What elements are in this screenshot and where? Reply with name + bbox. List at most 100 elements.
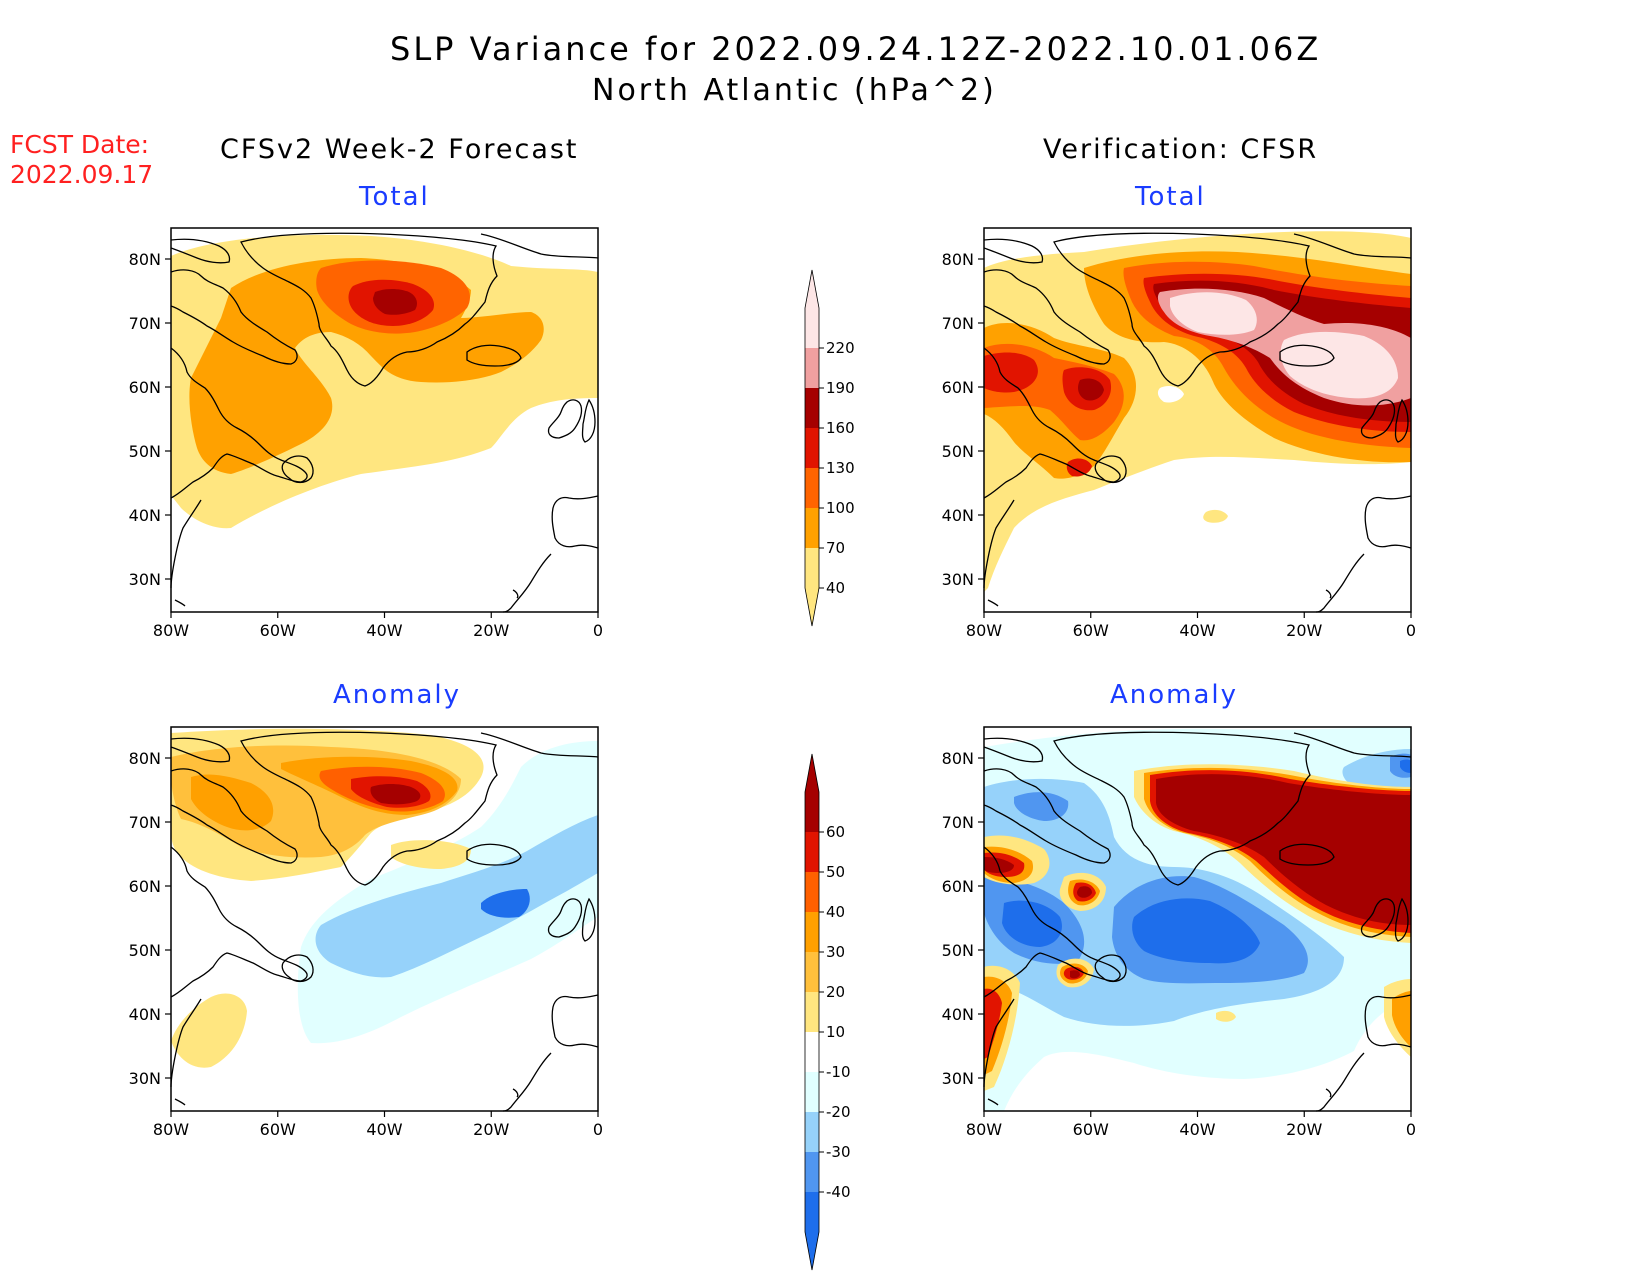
panel-title-forecast-anomaly: Anomaly	[333, 680, 462, 710]
colorbar-tick-label: -40	[826, 1183, 851, 1201]
lat-tick-label: 40N	[942, 1005, 974, 1024]
colorbar-swatch	[805, 952, 819, 992]
lat-tick-label: 50N	[129, 442, 161, 461]
lat-tick-label: 60N	[942, 877, 974, 896]
panel-title-verification-anomaly: Anomaly	[1110, 680, 1239, 710]
colorbar-lower-triangle	[805, 1232, 819, 1270]
lon-tick-label: 40W	[366, 621, 402, 640]
lon-tick-label: 80W	[153, 621, 189, 640]
colorbar-tick-label: -10	[826, 1063, 851, 1081]
lon-tick-label: 20W	[473, 1120, 509, 1139]
colorbar-swatch	[805, 308, 819, 348]
colorbar-tick-label: 190	[826, 379, 855, 397]
colorbar-upper-triangle	[805, 270, 819, 308]
fcst-date-label: FCST Date:	[10, 130, 150, 159]
lon-tick-label: 20W	[1286, 621, 1322, 640]
lon-tick-label: 40W	[1179, 621, 1215, 640]
fcst-date-value: 2022.09.17	[10, 160, 154, 189]
map-axes: 80N 70N 60N 50N 40N 30N 80W 60W 40W 20W 0 80N 70N 60N…	[129, 250, 1416, 1139]
colorbar-tick-label: 130	[826, 459, 855, 477]
colorbar-swatch	[805, 912, 819, 952]
verification-total-shade-220	[1170, 292, 1398, 399]
verification-total-notch-2	[1157, 386, 1184, 403]
colorbar-swatch	[805, 388, 819, 428]
lat-tick-label: 80N	[129, 250, 161, 269]
lon-tick-label: 20W	[473, 621, 509, 640]
colorbar-tick-label: -30	[826, 1143, 851, 1161]
lon-tick-label: 60W	[1073, 621, 1109, 640]
colorbar-tick-label: 10	[826, 1023, 845, 1041]
lat-tick-label: 30N	[942, 570, 974, 589]
lat-tick-label: 50N	[942, 442, 974, 461]
colorbar-swatch	[805, 792, 819, 832]
verification-anomaly-shade-60	[984, 774, 1411, 979]
lat-tick-label: 60N	[129, 378, 161, 397]
forecast-column-heading: CFSv2 Week-2 Forecast	[220, 134, 579, 165]
colorbar-swatch	[805, 428, 819, 468]
colorbar-outline	[804, 269, 820, 627]
panel-title-forecast-total: Total	[359, 182, 430, 212]
colorbar-swatch	[805, 1072, 819, 1112]
verification-total-blob-south	[1203, 509, 1228, 523]
colorbar-swatch	[805, 1112, 819, 1152]
lon-tick-label: 0	[593, 621, 603, 640]
map-verification-anomaly	[983, 726, 1412, 1112]
colorbar-tick-label: 100	[826, 499, 855, 517]
colorbar-anomaly: -40 -30 -20 -10 10 20 30 40 50 60	[804, 753, 851, 1271]
colorbar-outline	[804, 753, 820, 1271]
colorbar-swatch	[805, 872, 819, 912]
lat-tick-label: 80N	[942, 749, 974, 768]
figure-title: SLP Variance for 2022.09.24.12Z-2022.10.…	[390, 30, 1322, 68]
colorbar-tick-label: 40	[826, 579, 845, 597]
map-forecast-anomaly	[170, 726, 599, 1112]
lon-tick-label: 0	[1406, 621, 1416, 640]
forecast-date: FCST Date: 2022.09.17	[10, 130, 153, 190]
colorbar-swatch	[805, 508, 819, 548]
lat-tick-label: 30N	[129, 1069, 161, 1088]
forecast-anomaly-shade-neg20	[315, 815, 598, 978]
colorbar-tick-label: 40	[826, 903, 845, 921]
colorbar-tick-label: 30	[826, 943, 845, 961]
lat-tick-label: 80N	[129, 749, 161, 768]
colorbar-swatch	[805, 1152, 819, 1192]
colorbar-tick-label: 220	[826, 339, 855, 357]
lat-tick-label: 30N	[942, 1069, 974, 1088]
lon-tick-label: 40W	[1179, 1120, 1215, 1139]
colorbar-tick-label: -20	[826, 1103, 851, 1121]
lon-tick-label: 80W	[153, 1120, 189, 1139]
map-verification-total	[983, 227, 1412, 613]
colorbar-swatch	[805, 348, 819, 388]
lat-tick-label: 50N	[942, 941, 974, 960]
colorbar-lower-triangle	[805, 588, 819, 626]
lon-tick-label: 40W	[366, 1120, 402, 1139]
lat-tick-label: 60N	[129, 877, 161, 896]
lat-tick-label: 70N	[129, 813, 161, 832]
lon-tick-label: 80W	[966, 621, 1002, 640]
colorbar-tick-label: 50	[826, 863, 845, 881]
colorbar-swatch	[805, 832, 819, 872]
lon-tick-label: 0	[593, 1120, 603, 1139]
colorbar-tick-label: 20	[826, 983, 845, 1001]
figure-subtitle: North Atlantic (hPa^2)	[592, 73, 997, 108]
lat-tick-label: 70N	[129, 314, 161, 333]
verification-column-heading: Verification: CFSR	[1043, 134, 1319, 165]
colorbar-swatch	[805, 468, 819, 508]
lon-tick-label: 60W	[260, 1120, 296, 1139]
lat-tick-label: 60N	[942, 378, 974, 397]
forecast-total-shade-160	[373, 289, 417, 315]
lat-tick-label: 30N	[129, 570, 161, 589]
colorbar-upper-triangle	[805, 754, 819, 792]
lon-tick-label: 0	[1406, 1120, 1416, 1139]
colorbar-tick-label: 70	[826, 539, 845, 557]
lon-tick-label: 20W	[1286, 1120, 1322, 1139]
map-forecast-total	[170, 227, 599, 613]
forecast-anomaly-shade-60	[370, 784, 421, 805]
colorbar-swatch	[805, 548, 819, 588]
lon-tick-label: 60W	[1073, 1120, 1109, 1139]
forecast-anomaly-shade-neg30	[481, 889, 530, 918]
lat-tick-label: 40N	[942, 506, 974, 525]
colorbar-tick-label: 60	[826, 823, 845, 841]
lat-tick-label: 40N	[129, 1005, 161, 1024]
colorbar-swatch	[805, 992, 819, 1032]
lon-tick-label: 60W	[260, 621, 296, 640]
